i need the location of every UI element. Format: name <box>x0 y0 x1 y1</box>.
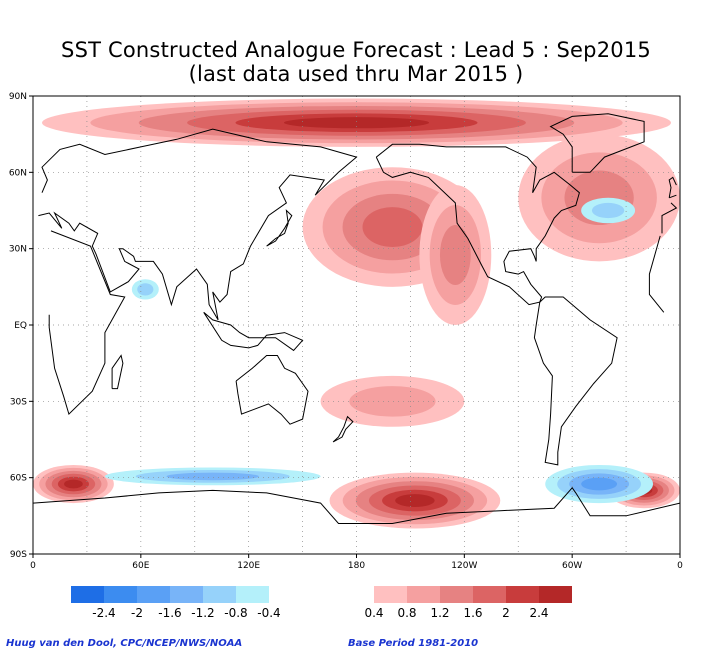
colorbar-label: 1.6 <box>463 606 482 620</box>
colorbar-label: -0.8 <box>224 606 247 620</box>
anomaly-southern-ocean-atlantic-warm-core <box>64 479 83 489</box>
x-axis: 0 60E 120E 180 120W 60W 0 <box>30 554 683 571</box>
y-tick-label: 30N <box>9 245 27 255</box>
anomaly-field <box>33 98 680 529</box>
colorbar-swatch-negative <box>203 586 236 603</box>
x-tick-label: 60W <box>562 561 582 571</box>
chart-subtitle: (last data used thru Mar 2015 ) <box>188 62 524 86</box>
author-credit: Huug van den Dool, CPC/NCEP/NWS/NOAA <box>6 638 243 649</box>
coast-uk <box>668 176 677 199</box>
y-tick-label: 60N <box>9 168 27 178</box>
colorbar-label: 2 <box>502 606 510 620</box>
coast-greenland <box>549 113 645 173</box>
y-axis: 90N 60N 30N EQ 30S 60S 90S <box>9 92 33 560</box>
colorbar-swatch-positive <box>440 586 473 603</box>
coast-africa <box>48 230 665 416</box>
coast-australia <box>235 355 309 425</box>
colorbar-label: 0.8 <box>397 606 416 620</box>
anomaly-southern-ocean-indian-cold-core <box>166 472 259 481</box>
colorbar-swatch-negative <box>236 586 269 603</box>
colorbar-swatch-negative <box>104 586 137 603</box>
anomaly-southern-ocean-pacific-warm-core <box>395 494 435 508</box>
colorbar-label: -2.4 <box>92 606 115 620</box>
coast-north-america <box>375 143 580 306</box>
colorbar-swatch-positive <box>539 586 572 603</box>
anomaly-arabian-sea-cold-core <box>137 283 154 296</box>
x-tick-label: 180 <box>348 561 365 571</box>
coast-south-america <box>533 296 618 466</box>
colorbar-label: 0.4 <box>364 606 383 620</box>
y-tick-label: 90N <box>9 92 27 102</box>
coast-indonesia <box>203 311 304 352</box>
y-tick-label: EQ <box>14 321 27 331</box>
colorbar-swatch-negative <box>137 586 170 603</box>
colorbar-label: 2.4 <box>529 606 548 620</box>
chart-title: SST Constructed Analogue Forecast : Lead… <box>61 38 651 62</box>
coast-new-zealand <box>332 415 354 443</box>
colorbar-swatch-positive <box>374 586 407 603</box>
anomaly-north-atlantic-cold-core <box>591 202 625 219</box>
colorbar-label: -2 <box>131 606 143 620</box>
colorbar: -2.4 -2 -1.6 -1.2 -0.8 -0.4 0.4 0.8 1.2 1.6 2 2.4 <box>71 586 572 620</box>
base-period-label: Base Period 1981-2010 <box>348 638 479 649</box>
coastlines <box>33 113 680 524</box>
coast-eurasia <box>38 128 678 321</box>
anomaly-north-pacific-warm-core <box>362 207 423 247</box>
x-tick-label: 60E <box>132 561 149 571</box>
y-tick-label: 30S <box>10 397 27 407</box>
anomaly-southern-ocean-atlantic-cold-core <box>581 477 618 491</box>
coast-japan <box>266 209 293 247</box>
x-tick-label: 120W <box>451 561 477 571</box>
colorbar-label: 1.2 <box>430 606 449 620</box>
coast-antarctica <box>33 486 680 524</box>
colorbar-label: -1.6 <box>158 606 181 620</box>
colorbar-swatch-negative <box>170 586 203 603</box>
y-tick-label: 90S <box>10 550 27 560</box>
anomaly-arctic-warm-core <box>283 117 430 129</box>
anomaly-south-pacific-warm-core <box>349 386 436 417</box>
x-tick-label: 0 <box>677 561 683 571</box>
y-tick-label: 60S <box>10 474 27 484</box>
x-tick-label: 120E <box>237 561 260 571</box>
coast-madagascar <box>111 354 124 390</box>
colorbar-swatch-positive <box>473 586 506 603</box>
anomaly-ne-pacific-coastal-warm-core <box>439 225 471 286</box>
colorbar-swatch-positive <box>506 586 539 603</box>
colorbar-label: -0.4 <box>257 606 280 620</box>
colorbar-swatch-positive <box>407 586 440 603</box>
x-tick-label: 0 <box>30 561 36 571</box>
colorbar-label: -1.2 <box>191 606 214 620</box>
colorbar-swatch-negative <box>71 586 104 603</box>
